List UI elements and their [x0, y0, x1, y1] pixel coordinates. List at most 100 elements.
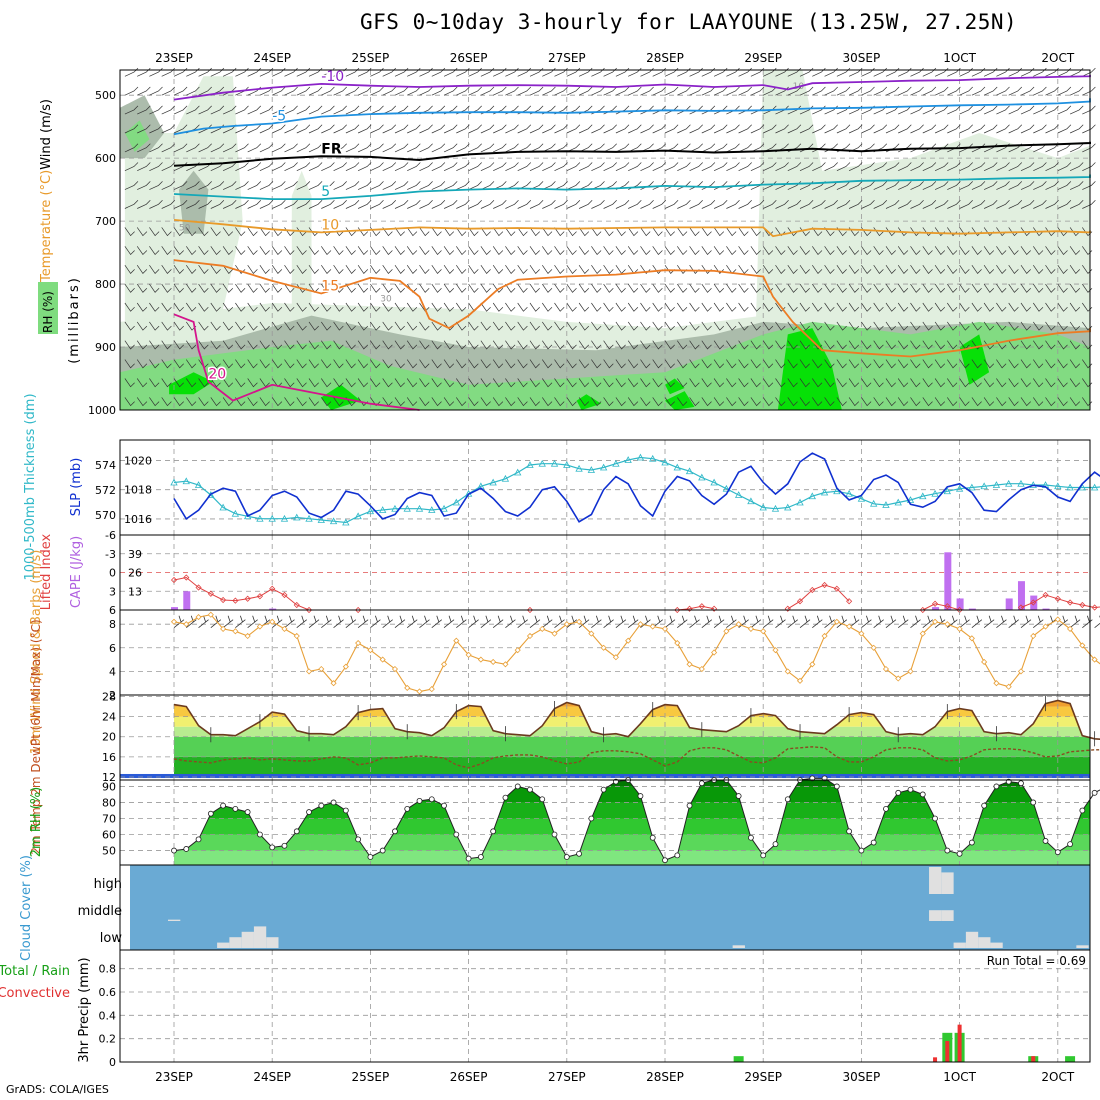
wind-barb	[161, 246, 172, 256]
wind-barb	[738, 283, 749, 293]
date-label: 23SEP	[155, 1070, 193, 1084]
wind-barb	[910, 162, 924, 172]
wind-barb	[701, 302, 712, 312]
wind-barb	[615, 283, 626, 293]
wind-barb	[861, 67, 875, 77]
wind-barb	[124, 162, 139, 172]
wind-marker	[318, 665, 325, 673]
wind-barb	[861, 302, 872, 312]
wind-barb	[480, 246, 491, 256]
wind-barb	[861, 321, 872, 331]
wind-barb	[308, 265, 319, 274]
wind-barb	[345, 302, 356, 312]
wind-barb	[775, 246, 786, 256]
wind-barb	[922, 246, 933, 256]
wind-barb	[947, 283, 958, 293]
wind-barb	[173, 246, 184, 256]
wind-barb	[124, 265, 135, 274]
wind-barb	[787, 397, 798, 407]
wind-barb	[738, 615, 749, 629]
wind-barb	[701, 181, 716, 190]
wind-marker	[907, 668, 914, 675]
thickness-marker	[305, 514, 313, 522]
wind-barb	[1045, 246, 1056, 256]
wind-barb	[198, 86, 212, 96]
wind-barb	[578, 67, 593, 77]
wind-barb	[271, 615, 283, 629]
wind-barb	[787, 162, 802, 172]
li-marker	[281, 591, 288, 599]
wind-barb	[971, 302, 982, 312]
wind-barb	[480, 124, 495, 134]
wind-barb	[529, 86, 544, 96]
wind-barb	[922, 86, 937, 96]
wind-marker	[207, 611, 214, 618]
wind-barb	[652, 246, 663, 256]
wind-barb	[186, 181, 200, 190]
temperature-contour	[173, 313, 420, 411]
wind-barb	[983, 105, 998, 115]
wind-barb	[161, 162, 176, 172]
wind-barb	[1082, 283, 1093, 293]
temperature-contour	[173, 141, 1091, 167]
wind-barb	[1069, 378, 1081, 388]
wind-barb	[1020, 227, 1031, 237]
thickness-marker	[673, 463, 681, 471]
wind-barb	[861, 162, 875, 172]
wind-marker	[551, 630, 558, 637]
wind-barb	[431, 265, 442, 274]
wind-barb	[406, 359, 418, 369]
wind-barb	[897, 302, 909, 312]
wind-barb	[235, 302, 246, 312]
wind-barb	[124, 124, 139, 134]
wind-barb	[898, 181, 912, 190]
wind-barb	[713, 302, 725, 312]
wind-barb	[885, 246, 896, 256]
wind-barb	[677, 246, 688, 256]
wind-barb	[443, 86, 458, 96]
wind-barb	[222, 200, 237, 209]
wind-barb	[1033, 86, 1047, 96]
wind-barb	[186, 105, 200, 115]
wind-barb	[493, 143, 507, 153]
rh-marker	[748, 834, 754, 841]
wind-barb	[308, 359, 319, 369]
wind-barb	[419, 162, 433, 172]
wind-barb	[726, 86, 740, 96]
wind-barb	[971, 359, 982, 369]
wind-barb	[738, 200, 752, 209]
wind-barb	[1082, 340, 1093, 350]
wind-barb	[1057, 143, 1072, 153]
wind-barb	[763, 200, 777, 209]
wind-barb	[1082, 378, 1093, 388]
wind-barb	[627, 302, 639, 312]
wind-marker	[244, 632, 251, 640]
wind-barb	[394, 321, 405, 331]
wind-barb	[836, 181, 851, 190]
wind-barb	[897, 283, 909, 293]
wind-barb	[345, 86, 360, 96]
wind-barb	[542, 246, 553, 256]
wind-barb	[431, 321, 442, 331]
wind-barb	[235, 162, 249, 172]
wind-barb	[542, 302, 553, 312]
thickness-marker	[857, 494, 866, 502]
thickness-marker	[526, 461, 534, 468]
wind-barb	[787, 340, 798, 350]
wind-barb	[897, 397, 909, 407]
wind-barb	[394, 615, 406, 629]
wind-marker	[404, 684, 411, 691]
wind-barb	[554, 124, 568, 134]
wind-barb	[517, 321, 528, 331]
wind-marker	[919, 630, 926, 637]
wind-barb	[456, 181, 470, 190]
wind-barb	[431, 615, 443, 629]
wind-barb	[468, 200, 482, 209]
wind-barb	[235, 227, 246, 237]
wind-barb	[640, 378, 651, 388]
wind-barb	[137, 181, 151, 190]
slp-tick-label: 1016	[124, 513, 152, 526]
wind-barb	[456, 67, 470, 77]
rh-marker	[907, 786, 914, 793]
wind-marker	[391, 665, 399, 673]
